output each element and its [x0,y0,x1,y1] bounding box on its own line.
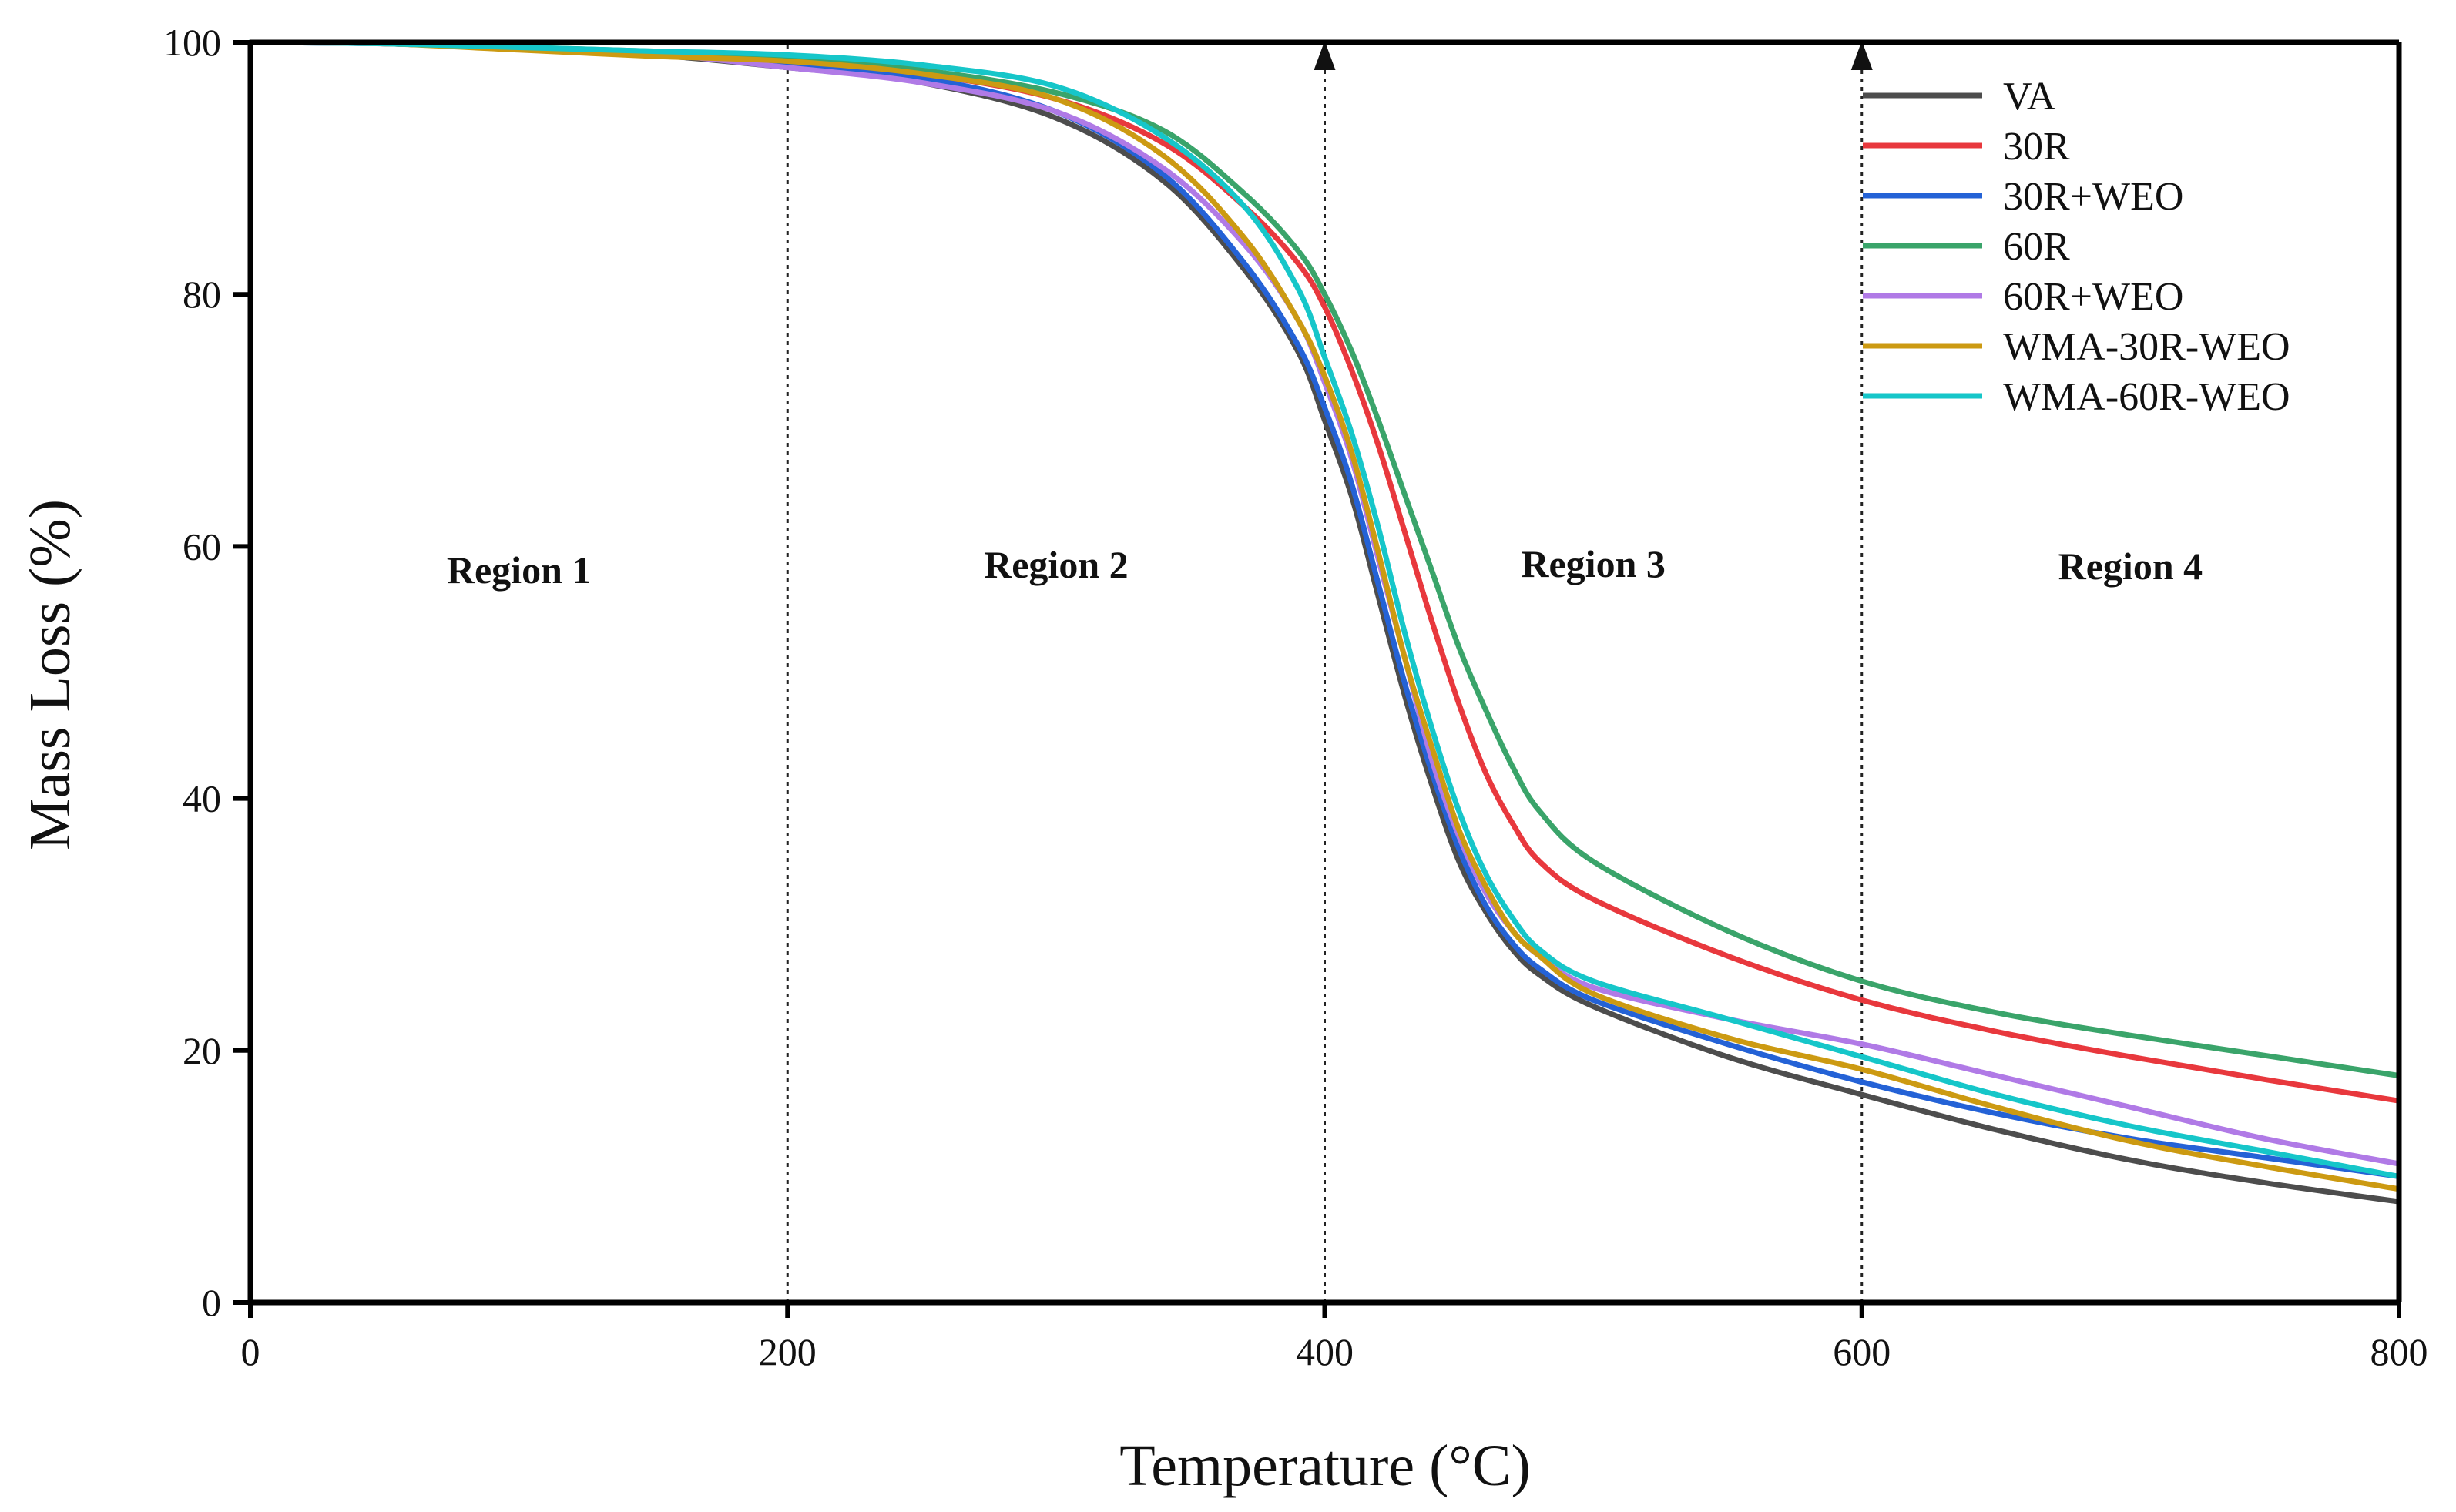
y-tick-label: 80 [183,273,221,316]
x-axis-title: Temperature (°C) [1119,1433,1531,1498]
y-tick-label: 40 [183,777,221,820]
region-label: Region 2 [984,543,1129,586]
region-divider-arrow [1314,41,1336,70]
x-tick-label: 400 [1296,1330,1354,1373]
legend-label: 30R+WEO [2003,175,2183,219]
series-layer [247,39,2402,1205]
region-divider-arrow [1850,41,1873,70]
series-line-wma-60r-weo [247,39,2402,1179]
y-axis-title: Mass Loss (%) [18,499,82,850]
region-label: Region 3 [1521,542,1666,585]
legend-label: 60R+WEO [2003,275,2183,319]
x-tick-label: 800 [2370,1330,2428,1373]
x-tick-label: 600 [1833,1330,1891,1373]
region-label: Region 4 [2058,545,2203,588]
legend-label: 60R [2003,225,2070,269]
legend-label: WMA-60R-WEO [2003,375,2290,419]
series-line-wma-30r-weo [247,39,2402,1192]
legend: VA 30R 30R+WEO 60R 60R+WEO WMA-30R-WEO WMA-60R… [1863,75,2290,419]
y-tick-label: 20 [183,1029,221,1072]
y-tick-label: 100 [163,21,221,64]
ticks-layer: 0 200 400 600 800 0 20 40 60 80 100 [163,21,2428,1373]
x-tick-label: 0 [241,1330,260,1373]
legend-label: VA [2003,75,2056,119]
y-tick-label: 60 [183,525,221,568]
y-tick-label: 0 [202,1281,221,1324]
x-tick-label: 200 [759,1330,817,1373]
legend-label: 30R [2003,125,2070,169]
legend-label: WMA-30R-WEO [2003,325,2290,369]
region-label: Region 1 [447,548,592,592]
